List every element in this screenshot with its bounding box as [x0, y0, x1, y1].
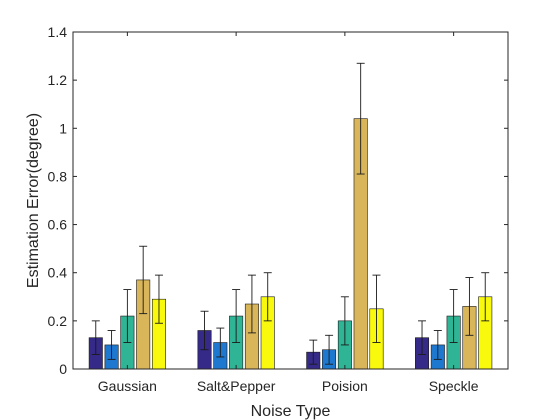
y-tick-label: 0.2 — [48, 313, 68, 329]
error-bar-1-1 — [91, 320, 100, 356]
error-bars-layer — [91, 62, 490, 365]
error-bar-4-5 — [481, 272, 490, 322]
y-axis: 0 0.2 0.4 0.6 0.8 1 1.2 1.4 — [48, 24, 508, 377]
y-axis-label: Estimation Error(degree) — [25, 113, 42, 288]
error-bar-2-2 — [216, 327, 225, 358]
y-tick-label: 0.8 — [48, 168, 68, 184]
error-bar-3-5 — [372, 274, 381, 343]
error-bar-3-2 — [325, 334, 334, 365]
y-tick-label: 1 — [59, 120, 67, 136]
x-tick-label: Gaussian — [98, 378, 157, 394]
plot-frame — [72, 31, 509, 370]
x-tick-label: Poision — [322, 378, 368, 394]
error-bar-3-1 — [309, 339, 318, 365]
y-tick-label: 0 — [59, 361, 67, 377]
y-tick-label: 0.6 — [48, 217, 68, 233]
y-tick-label: 0.4 — [48, 265, 68, 281]
error-bar-4-2 — [433, 330, 442, 360]
error-bar-1-5 — [154, 274, 163, 324]
error-bar-2-3 — [232, 289, 241, 343]
error-bar-1-2 — [107, 330, 116, 360]
y-tick-label: 1.2 — [48, 72, 68, 88]
bars-layer — [88, 118, 493, 370]
y-tick-label: 1.4 — [48, 24, 68, 40]
error-bar-3-4 — [356, 62, 365, 175]
error-bar-4-1 — [418, 320, 427, 356]
error-bar-1-3 — [123, 289, 132, 343]
error-bar-4-4 — [465, 277, 474, 336]
error-bar-1-4 — [139, 245, 148, 315]
x-tick-label: Salt&Pepper — [197, 378, 276, 394]
error-bar-3-3 — [340, 296, 349, 346]
x-tick-label: Speckle — [429, 378, 479, 394]
error-bar-2-5 — [263, 272, 272, 322]
x-axis: Gaussian Salt&Pepper Poision Speckle — [98, 32, 479, 394]
error-bar-2-4 — [247, 274, 256, 334]
error-bar-4-3 — [449, 289, 458, 343]
error-bar-2-1 — [200, 310, 209, 351]
x-axis-label: Noise Type — [251, 403, 331, 420]
